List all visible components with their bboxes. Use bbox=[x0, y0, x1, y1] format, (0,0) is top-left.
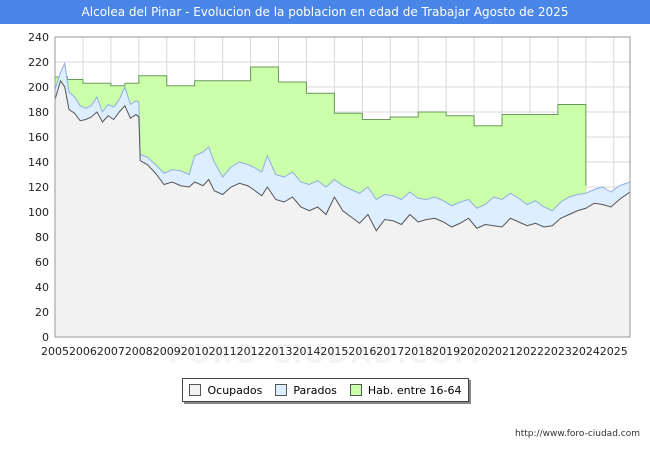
x-tick-label: 2024 bbox=[572, 345, 600, 358]
line-parados bbox=[54, 61, 631, 212]
x-tick-label: 2006 bbox=[69, 345, 97, 358]
y-tick-label: 140 bbox=[28, 156, 49, 169]
x-tick-label: 2019 bbox=[432, 345, 460, 358]
y-tick-label: 40 bbox=[35, 281, 49, 294]
legend-label-ocupados: Ocupados bbox=[207, 383, 263, 397]
x-tick-label: 2022 bbox=[516, 345, 544, 358]
x-tick-label: 2013 bbox=[265, 345, 293, 358]
legend-swatch-parados bbox=[275, 384, 288, 396]
footer-url: http://www.foro-ciudad.com bbox=[515, 429, 640, 439]
x-tick-label: 2009 bbox=[153, 345, 181, 358]
legend-item-ocupados: Ocupados bbox=[189, 384, 262, 397]
x-tick-label: 2016 bbox=[348, 345, 376, 358]
x-tick-label: 2017 bbox=[376, 345, 404, 358]
x-tick-label: 2011 bbox=[209, 345, 237, 358]
y-tick-label: 100 bbox=[28, 206, 49, 219]
watermark: FORO-CIUDAD.COM bbox=[130, 340, 520, 370]
plot-frame bbox=[54, 36, 631, 338]
x-tick-label: 2025 bbox=[600, 345, 628, 358]
y-tick-label: 220 bbox=[28, 56, 49, 69]
legend: Ocupados Parados Hab. entre 16-64 bbox=[182, 378, 469, 402]
y-tick-label: 240 bbox=[28, 31, 49, 44]
x-tick-label: 2021 bbox=[488, 345, 516, 358]
line-ocupados bbox=[54, 79, 631, 232]
y-tick-label: 60 bbox=[35, 256, 49, 269]
legend-item-parados: Parados bbox=[275, 384, 337, 397]
x-tick-label: 2012 bbox=[237, 345, 265, 358]
x-tick-label: 2007 bbox=[97, 345, 125, 358]
y-tick-label: 0 bbox=[42, 331, 49, 344]
area-ocupados bbox=[55, 80, 630, 337]
x-tick-label: 2018 bbox=[404, 345, 432, 358]
x-tick-label: 2023 bbox=[544, 345, 572, 358]
y-tick-label: 20 bbox=[35, 306, 49, 319]
y-tick-label: 200 bbox=[28, 81, 49, 94]
x-tick-label: 2014 bbox=[292, 345, 320, 358]
legend-label-hab: Hab. entre 16-64 bbox=[367, 383, 462, 397]
y-tick-label: 180 bbox=[28, 106, 49, 119]
legend-item-hab: Hab. entre 16-64 bbox=[349, 383, 462, 397]
legend-swatch-ocupados bbox=[189, 384, 202, 396]
x-tick-label: 2010 bbox=[181, 345, 209, 358]
y-tick-label: 160 bbox=[28, 131, 49, 144]
legend-swatch-hab bbox=[349, 384, 362, 396]
y-tick-label: 120 bbox=[28, 181, 49, 194]
y-tick-label: 80 bbox=[35, 231, 49, 244]
x-tick-label: 2020 bbox=[460, 345, 488, 358]
legend-label-parados: Parados bbox=[293, 383, 337, 397]
chart-title: Alcolea del Pinar - Evolucion de la pobl… bbox=[0, 0, 650, 24]
line-hab bbox=[55, 66, 587, 186]
x-tick-label: 2008 bbox=[125, 345, 153, 358]
x-tick-label: 2005 bbox=[41, 345, 69, 358]
x-tick-label: 2015 bbox=[320, 345, 348, 358]
